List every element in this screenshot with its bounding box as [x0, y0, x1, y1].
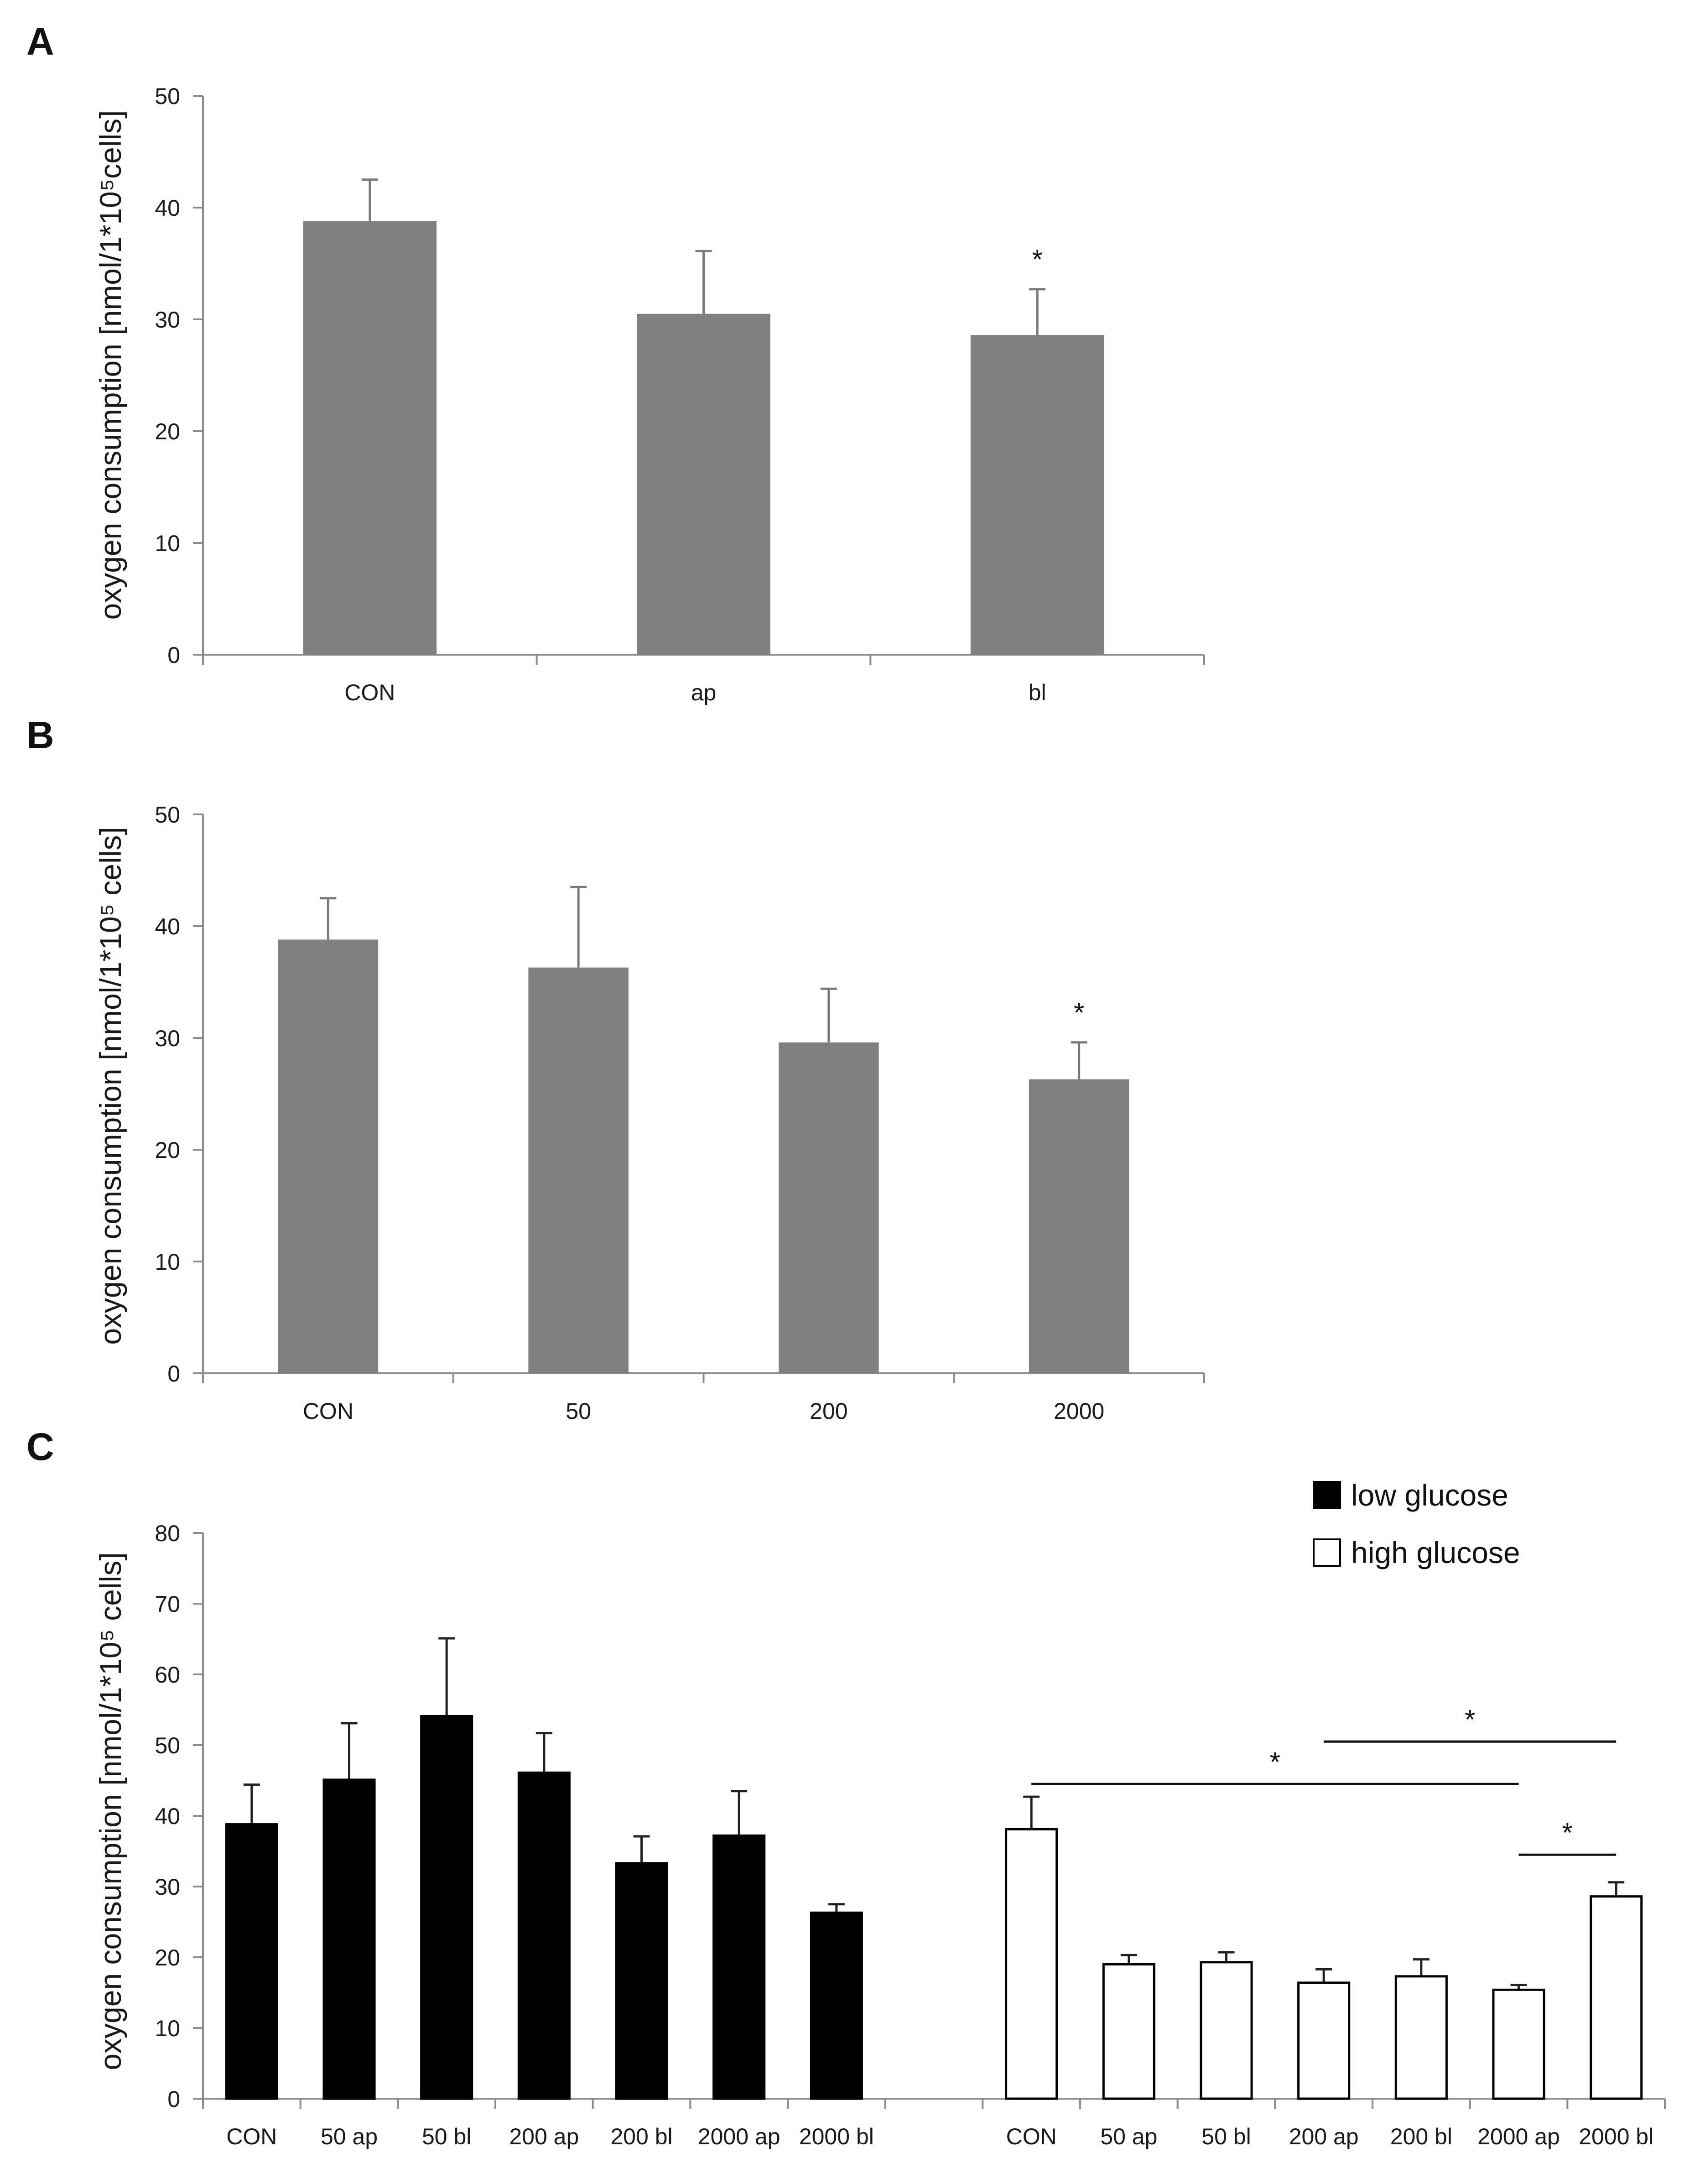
x-tick-label: CON [303, 1398, 354, 1424]
y-tick-label: 0 [167, 2086, 180, 2112]
y-tick-label: 40 [155, 914, 180, 939]
y-tick-label: 0 [167, 1361, 180, 1387]
bar-low-glucose [420, 1715, 473, 2100]
panel-a-letter: A [26, 20, 54, 63]
x-tick-label: 2000 bl [1579, 2124, 1653, 2149]
bar [637, 313, 770, 655]
panel-c-y-axis-label: oxygen consumption [nmol/1*10⁵ cells] [94, 1552, 127, 2070]
bar-low-glucose [615, 1862, 668, 2100]
significance-marker: * [1562, 1817, 1573, 1848]
x-tick-label: CON [344, 680, 395, 705]
significance-marker: * [1270, 1746, 1280, 1777]
panel-c-legend: low glucose high glucose [1313, 1478, 1520, 1569]
y-tick-label: 30 [155, 307, 180, 333]
y-tick-label: 20 [155, 419, 180, 444]
y-tick-label: 80 [155, 1521, 180, 1546]
bar-high-glucose [1200, 1961, 1253, 2100]
x-tick-label: 2000 bl [799, 2124, 874, 2149]
x-tick-label: 50 ap [321, 2124, 378, 2149]
bar-low-glucose [322, 1778, 376, 2100]
x-tick-label: 200 ap [1289, 2124, 1359, 2149]
x-tick-label: 50 ap [1100, 2124, 1157, 2149]
bar-low-glucose [517, 1771, 571, 2100]
y-tick-label: 20 [155, 1137, 180, 1163]
panel-a: A oxygen consumption [nmol/1*10⁵cells] 0… [26, 20, 1205, 705]
panel-c: C oxygen consumption [nmol/1*10⁵ cells] … [26, 1425, 1666, 2149]
bar-low-glucose [712, 1834, 766, 2100]
bar [303, 221, 437, 655]
y-tick-label: 0 [167, 642, 180, 668]
y-tick-label: 50 [155, 802, 180, 828]
bar-high-glucose [1590, 1895, 1643, 2100]
bar-low-glucose [810, 1911, 863, 2100]
x-tick-label: 2000 ap [1477, 2124, 1560, 2149]
bar-low-glucose [225, 1823, 278, 2100]
x-tick-label: CON [226, 2124, 277, 2149]
y-tick-label: 30 [155, 1874, 180, 1900]
x-tick-label: 200 bl [1390, 2124, 1452, 2149]
x-tick-label: 200 ap [509, 2124, 579, 2149]
panel-c-axes: 0 10 20 30 40 50 60 70 80 CON 50 ap 50 bl 200 ap 200 … [155, 1521, 1666, 2149]
panel-a-axes: 0 10 20 30 40 50 CON ap bl [155, 83, 1205, 705]
panel-b-y-axis-label: oxygen consumption [nmol/1*10⁵ cells] [94, 827, 127, 1345]
panel-a-y-axis-label: oxygen consumption [nmol/1*10⁵cells] [94, 110, 127, 620]
y-tick-label: 10 [155, 531, 180, 556]
panel-b: B oxygen consumption [nmol/1*10⁵ cells] … [26, 714, 1205, 1424]
y-tick-label: 40 [155, 195, 180, 221]
bar-high-glucose [1492, 1988, 1545, 2100]
x-tick-label: bl [1029, 680, 1046, 705]
bar-high-glucose [1394, 1975, 1448, 2100]
panel-c-bars: * * * [225, 1637, 1643, 2100]
y-tick-label: 50 [155, 1733, 180, 1758]
y-tick-label: 40 [155, 1803, 180, 1829]
significance-marker: * [1465, 1704, 1475, 1735]
x-tick-label: 2000 ap [698, 2124, 780, 2149]
panel-b-bars: * [278, 886, 1129, 1373]
y-tick-label: 20 [155, 1945, 180, 1970]
x-tick-label: 50 bl [422, 2124, 471, 2149]
bar [278, 939, 379, 1373]
y-tick-label: 10 [155, 1249, 180, 1275]
y-tick-label: 30 [155, 1026, 180, 1051]
panel-c-letter: C [26, 1425, 54, 1468]
legend-swatch-high-glucose [1313, 1538, 1341, 1567]
bar [970, 335, 1104, 655]
significance-marker: * [1074, 997, 1084, 1028]
x-tick-label: 50 [566, 1398, 591, 1424]
y-tick-label: 10 [155, 2016, 180, 2041]
legend-label-high-glucose: high glucose [1351, 1536, 1520, 1569]
bar [1029, 1079, 1129, 1373]
panel-b-letter: B [26, 714, 54, 756]
legend-label-low-glucose: low glucose [1351, 1478, 1508, 1512]
panel-a-bars: * [303, 178, 1104, 655]
legend-swatch-low-glucose [1313, 1481, 1341, 1509]
bar-high-glucose [1297, 1981, 1351, 2100]
y-tick-label: 60 [155, 1662, 180, 1688]
x-tick-label: 200 [810, 1398, 847, 1424]
bar [528, 967, 629, 1373]
bar-high-glucose [1005, 1828, 1058, 2100]
y-tick-label: 70 [155, 1591, 180, 1617]
bar-high-glucose [1102, 1963, 1155, 2100]
significance-marker: * [1032, 244, 1042, 275]
bar [779, 1042, 879, 1373]
x-tick-label: 2000 [1054, 1398, 1104, 1424]
x-tick-label: ap [691, 680, 717, 705]
x-tick-label: CON [1006, 2124, 1057, 2149]
x-tick-label: 200 bl [610, 2124, 672, 2149]
x-tick-label: 50 bl [1201, 2124, 1251, 2149]
y-tick-label: 50 [155, 83, 180, 109]
